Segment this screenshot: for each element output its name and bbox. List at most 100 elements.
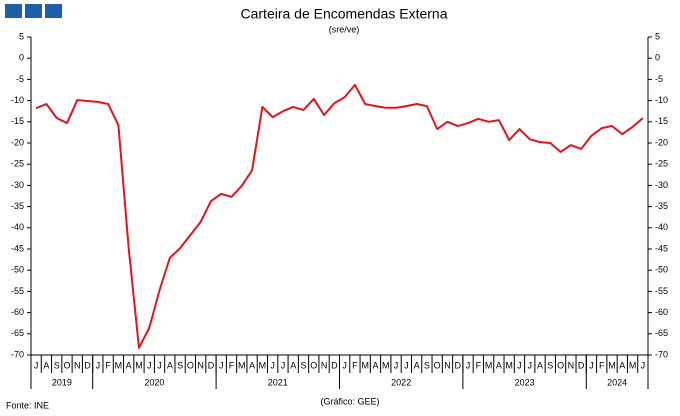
y-tick-label: -20 <box>11 137 24 147</box>
x-tick-label: J <box>589 360 594 370</box>
x-tick-label: J <box>404 360 409 370</box>
y-tick-label: 5 <box>19 31 24 41</box>
y-tick-label-right: -35 <box>655 201 668 211</box>
x-tick-label: J <box>527 360 532 370</box>
credit: (Gráfico: GEE) <box>320 396 379 406</box>
x-tick-label: S <box>301 360 307 370</box>
x-tick-label: M <box>629 360 637 370</box>
x-tick-label: O <box>187 360 194 370</box>
x-tick-label: O <box>310 360 317 370</box>
x-tick-label: M <box>135 360 143 370</box>
x-tick-label: J <box>157 360 162 370</box>
x-tick-label: M <box>238 360 246 370</box>
year-label: 2024 <box>607 377 627 387</box>
x-tick-label: J <box>342 360 347 370</box>
y-tick-label: -30 <box>11 180 24 190</box>
y-tick-label-right: -40 <box>655 222 668 232</box>
x-tick-label: O <box>434 360 441 370</box>
x-tick-label: M <box>259 360 267 370</box>
y-tick-label: -10 <box>11 95 24 105</box>
y-tick-label-right: -20 <box>655 137 668 147</box>
y-tick-label-right: -45 <box>655 243 668 253</box>
y-tick-label: -70 <box>11 349 24 359</box>
x-tick-label: O <box>557 360 564 370</box>
year-label: 2020 <box>144 377 164 387</box>
chart-subtitle: (sre/ve) <box>329 24 360 34</box>
x-tick-label: S <box>54 360 60 370</box>
year-label: 2021 <box>268 377 288 387</box>
y-tick-label-right: 5 <box>655 31 660 41</box>
y-tick-label: -40 <box>11 222 24 232</box>
x-tick-label: J <box>147 360 152 370</box>
x-tick-label: M <box>608 360 616 370</box>
x-tick-label: J <box>34 360 39 370</box>
x-tick-label: D <box>84 360 91 370</box>
y-tick-label: -65 <box>11 328 24 338</box>
x-tick-label: D <box>455 360 462 370</box>
x-tick-label: S <box>547 360 553 370</box>
x-tick-label: M <box>505 360 513 370</box>
logo-block <box>5 4 22 18</box>
x-tick-label: F <box>599 360 605 370</box>
x-tick-label: F <box>352 360 358 370</box>
x-tick-label: F <box>229 360 235 370</box>
y-tick-label: -35 <box>11 201 24 211</box>
y-tick-label: -50 <box>11 265 24 275</box>
x-tick-label: J <box>96 360 101 370</box>
x-tick-label: J <box>219 360 224 370</box>
x-tick-label: J <box>270 360 275 370</box>
y-tick-label: -45 <box>11 243 24 253</box>
y-tick-label: -5 <box>16 74 24 84</box>
x-tick-label: S <box>424 360 430 370</box>
year-label: 2023 <box>515 377 535 387</box>
logo-block <box>45 4 62 18</box>
y-tick-label-right: -70 <box>655 349 668 359</box>
x-tick-label: N <box>197 360 204 370</box>
chart-title: Carteira de Encomendas Externa <box>241 6 448 22</box>
x-tick-label: A <box>619 360 625 370</box>
x-tick-label: O <box>63 360 70 370</box>
x-tick-label: A <box>414 360 420 370</box>
year-label: 2022 <box>391 377 411 387</box>
y-tick-label: -60 <box>11 307 24 317</box>
x-tick-label: D <box>578 360 585 370</box>
x-tick-label: J <box>281 360 286 370</box>
x-tick-label: J <box>517 360 522 370</box>
x-tick-label: M <box>115 360 123 370</box>
source: Fonte: INE <box>6 400 49 410</box>
logo-block <box>25 4 42 18</box>
y-tick-label-right: -65 <box>655 328 668 338</box>
y-tick-label-right: -55 <box>655 286 668 296</box>
y-tick-label-right: 0 <box>655 53 660 63</box>
y-tick-label-right: -15 <box>655 116 668 126</box>
y-tick-label-right: -30 <box>655 180 668 190</box>
x-tick-label: A <box>537 360 543 370</box>
y-tick-label: -15 <box>11 116 24 126</box>
data-line <box>35 83 644 349</box>
x-tick-label: M <box>361 360 369 370</box>
x-tick-label: F <box>105 360 111 370</box>
x-tick-label: A <box>249 360 255 370</box>
y-tick-label-right: -60 <box>655 307 668 317</box>
x-tick-label: N <box>568 360 575 370</box>
x-tick-label: A <box>126 360 132 370</box>
y-tick-label: -25 <box>11 159 24 169</box>
x-tick-label: A <box>43 360 49 370</box>
x-tick-label: D <box>331 360 338 370</box>
x-tick-label: N <box>74 360 81 370</box>
x-tick-label: A <box>167 360 173 370</box>
x-tick-label: J <box>466 360 471 370</box>
y-tick-label-right: -5 <box>655 74 663 84</box>
y-tick-label-right: -10 <box>655 95 668 105</box>
x-tick-label: D <box>208 360 215 370</box>
x-tick-label: M <box>485 360 493 370</box>
y-tick-label: 0 <box>19 53 24 63</box>
x-tick-label: J <box>394 360 399 370</box>
x-tick-label: N <box>321 360 328 370</box>
y-tick-label-right: -25 <box>655 159 668 169</box>
x-tick-label: A <box>290 360 296 370</box>
x-tick-label: J <box>641 360 646 370</box>
year-label: 2019 <box>52 377 72 387</box>
y-tick-label-right: -50 <box>655 265 668 275</box>
